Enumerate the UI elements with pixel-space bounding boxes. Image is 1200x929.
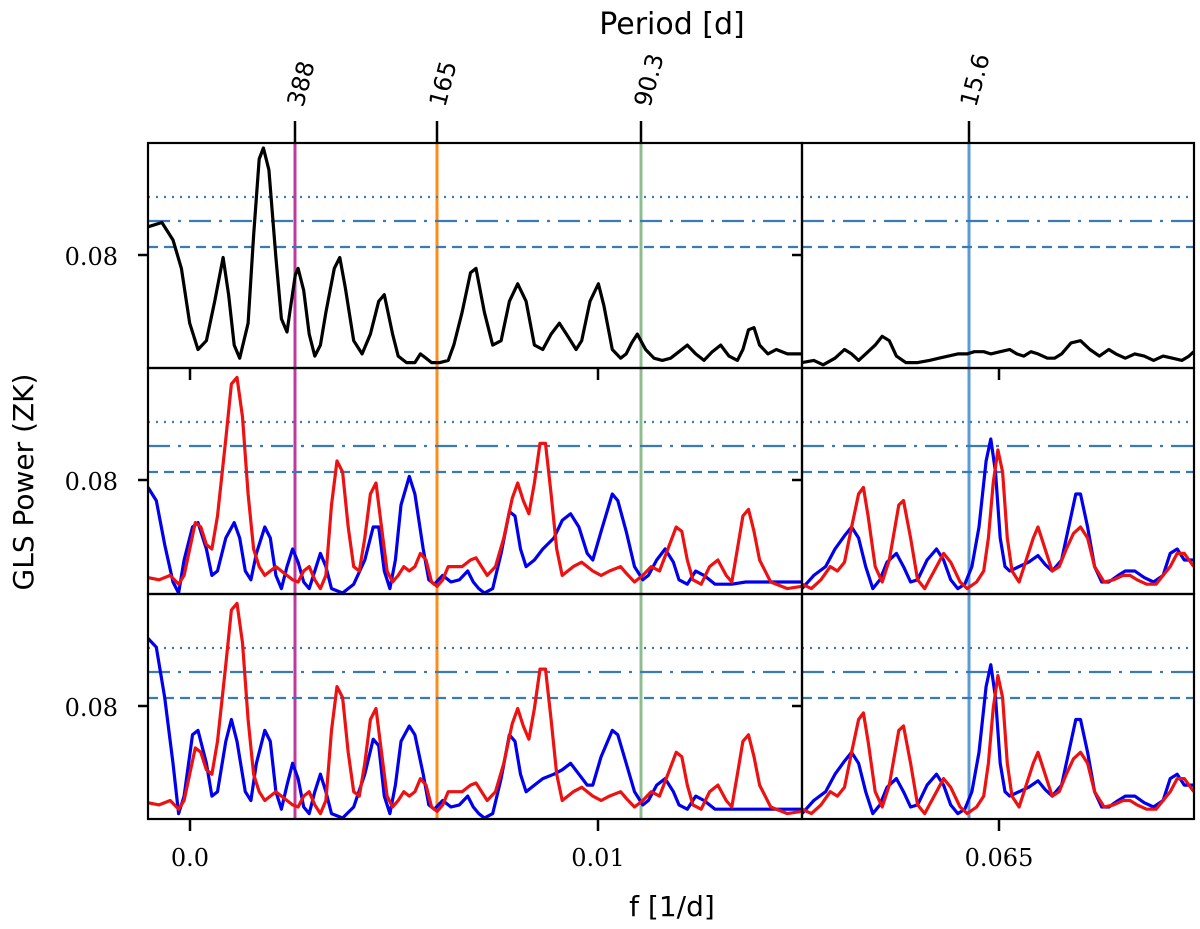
x-tick-label-left-1: 0.01 xyxy=(571,844,624,872)
panel-frame-bottom-right xyxy=(800,592,1196,821)
x-tick-label-left-0: 0.0 xyxy=(171,844,209,872)
panels-layer xyxy=(148,143,1194,819)
period-tick-label-165: 165 xyxy=(424,58,463,109)
y-axis-title: GLS Power (ZK) xyxy=(7,374,40,591)
series-black-top-right xyxy=(802,334,1194,367)
series-red-bottom-right xyxy=(802,674,1194,816)
series-blue-middle-right xyxy=(802,437,1194,591)
panel-frame-top-right xyxy=(800,141,1196,370)
panel-frame-middle-right xyxy=(800,366,1196,596)
series-blue-bottom-left xyxy=(148,637,802,819)
period-tick-label-90-3: 90.3 xyxy=(629,51,670,110)
frames-layer xyxy=(138,121,1196,831)
y-tick-label-middle: 0.08 xyxy=(65,468,118,496)
period-tick-label-15-6: 15.6 xyxy=(955,51,996,110)
y-tick-label-top: 0.08 xyxy=(65,243,118,271)
period-tick-label-388: 388 xyxy=(282,58,321,109)
top-axis-title: Period [d] xyxy=(599,7,745,42)
series-blue-middle-left xyxy=(148,474,802,594)
series-black-top-left xyxy=(148,146,802,365)
x-axis-title: f [1/d] xyxy=(629,890,715,923)
series-blue-bottom-right xyxy=(802,663,1194,816)
series-red-middle-left xyxy=(148,375,802,591)
x-tick-label-right-0: 0.065 xyxy=(965,844,1034,872)
series-red-bottom-left xyxy=(148,601,802,816)
series-red-middle-right xyxy=(802,448,1194,591)
y-tick-label-bottom: 0.08 xyxy=(65,694,118,722)
